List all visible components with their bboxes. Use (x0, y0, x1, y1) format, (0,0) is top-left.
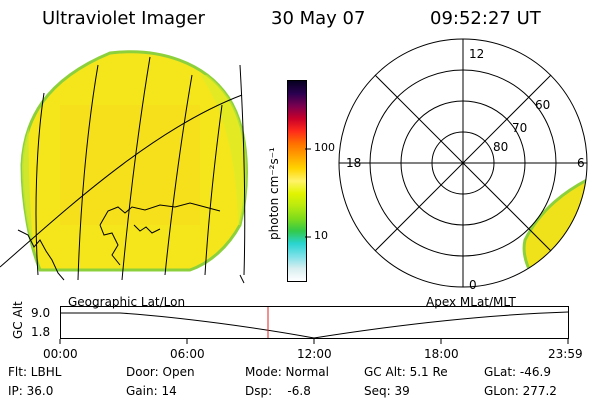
altitude-ylabel: GC Alt (11, 301, 25, 339)
altitude-xtick-2359: 23:59 (548, 347, 583, 361)
colorbar-ticks (305, 148, 311, 238)
colorbar-unit-label: photon cm⁻²s⁻¹ (267, 147, 281, 240)
colorbar-tick-10: 10 (314, 229, 328, 242)
mlat-label-60: 60 (535, 98, 551, 112)
status-mode: Mode: Normal (245, 365, 329, 379)
mlt-label-12: 12 (469, 47, 485, 61)
altitude-plot (59, 306, 569, 344)
colorbar (287, 80, 307, 282)
polar-grid (338, 38, 588, 288)
status-ip: IP: 36.0 (8, 384, 54, 398)
status-seq: Seq: 39 (364, 384, 410, 398)
altitude-xtick-0600: 06:00 (170, 347, 205, 361)
altitude-xtick-1200: 12:00 (297, 347, 332, 361)
mlt-label-18: 18 (346, 156, 362, 170)
status-gc-alt: GC Alt: 5.1 Re (364, 365, 448, 379)
polar-plot (338, 38, 588, 288)
date-label: 30 May 07 (271, 8, 366, 29)
altitude-xtick-1800: 18:00 (424, 347, 459, 361)
geographic-image-panel (0, 50, 248, 284)
altitude-plot-ticks (59, 339, 569, 344)
status-gain: Gain: 14 (126, 384, 177, 398)
mlt-label-6: 6 (577, 156, 585, 170)
geographic-panel-label: Geographic Lat/Lon (68, 295, 186, 309)
altitude-xtick-0000: 00:00 (43, 347, 78, 361)
status-glon: GLon: 277.2 (484, 384, 557, 398)
altitude-curve (60, 311, 569, 339)
altitude-plot-frame (60, 306, 569, 339)
coastlines (17, 202, 245, 284)
apex-panel-label: Apex MLat/MLT (426, 295, 516, 309)
mlat-label-80: 80 (493, 140, 509, 154)
mlat-label-70: 70 (512, 121, 528, 135)
mlt-label-0: 0 (469, 278, 477, 292)
instrument-title: Ultraviolet Imager (42, 8, 205, 29)
altitude-ytick-low: 1.8 (31, 325, 51, 339)
status-filter: Flt: LBHL (8, 365, 62, 379)
status-glat: GLat: -46.9 (484, 365, 551, 379)
altitude-ytick-high: 9.0 (31, 306, 51, 320)
status-dsp: Dsp: -6.8 (245, 384, 311, 398)
status-door: Door: Open (126, 365, 195, 379)
time-label: 09:52:27 UT (430, 8, 541, 29)
lat-lon-grid (0, 56, 246, 281)
colorbar-tick-100: 100 (314, 141, 335, 154)
